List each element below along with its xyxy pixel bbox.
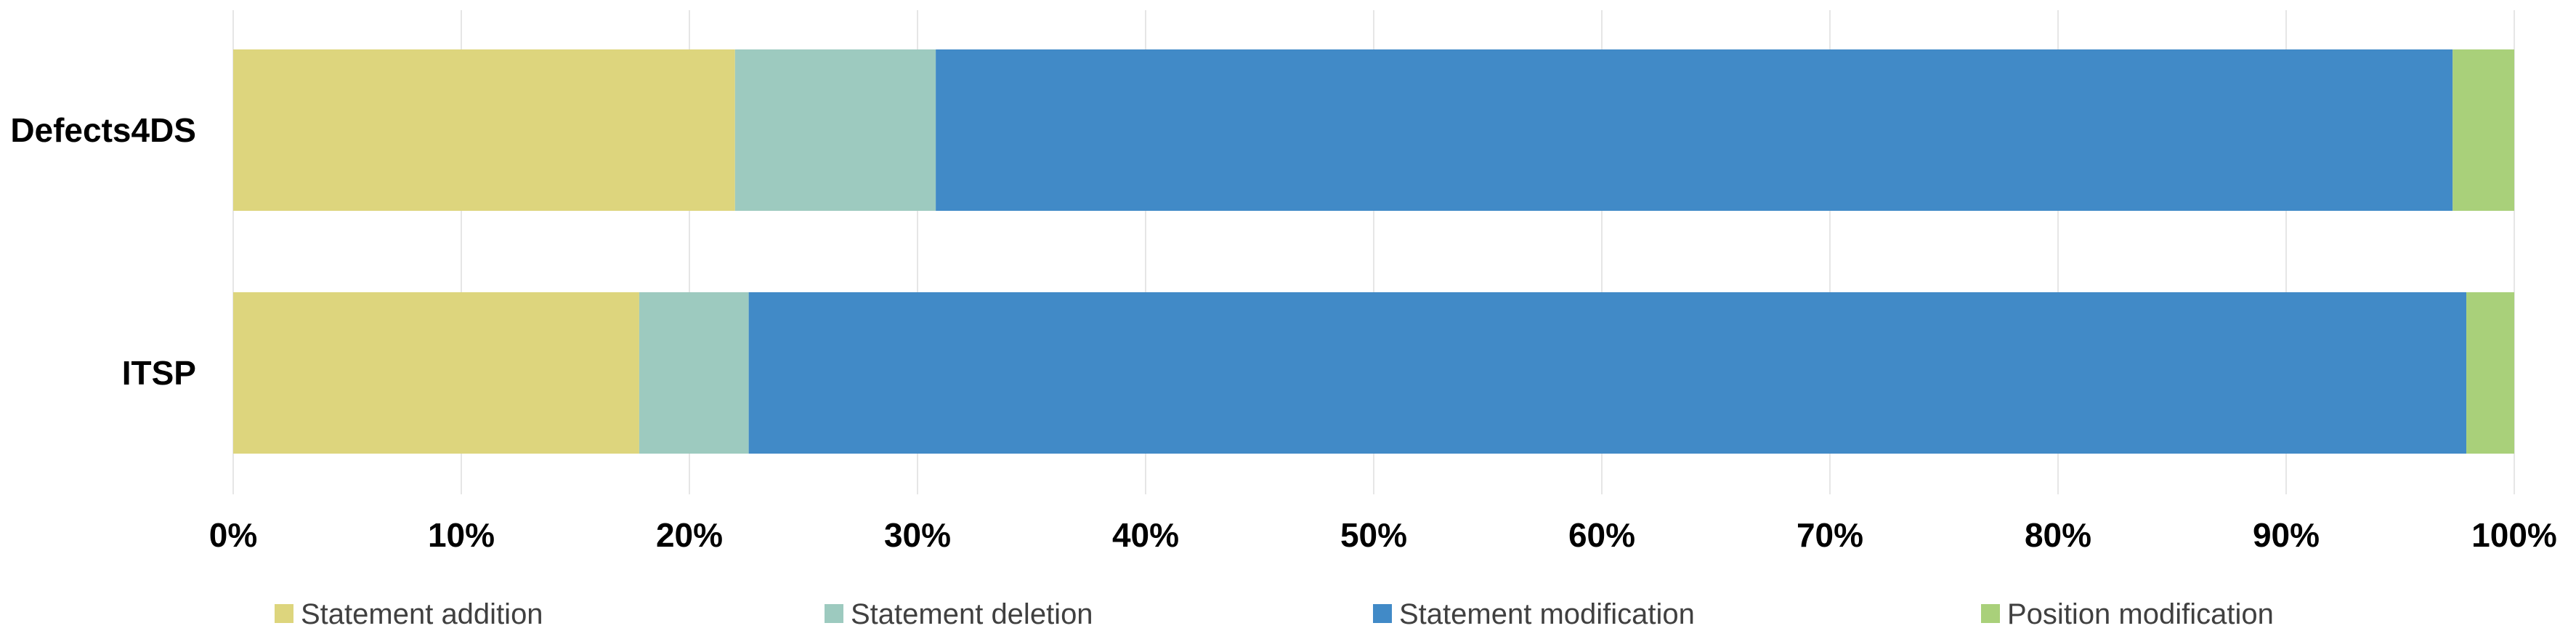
bar-segment-statement-addition bbox=[233, 49, 735, 211]
bars bbox=[233, 49, 2514, 454]
legend-item-statement-addition: Statement addition bbox=[275, 598, 543, 630]
legend-swatch bbox=[275, 604, 293, 623]
bar-segment-statement-addition bbox=[233, 292, 639, 454]
legend-label: Statement addition bbox=[301, 598, 543, 630]
category-labels: Defects4DS ITSP bbox=[10, 111, 196, 392]
x-tick-label: 50% bbox=[1340, 516, 1407, 554]
legend-label: Statement modification bbox=[1399, 598, 1695, 630]
legend-label: Statement deletion bbox=[851, 598, 1093, 630]
legend: Statement addition Statement deletion Stat… bbox=[275, 598, 2274, 630]
x-tick-label: 90% bbox=[2253, 516, 2320, 554]
category-label: ITSP bbox=[122, 354, 196, 392]
category-label: Defects4DS bbox=[10, 111, 196, 149]
bar-segment-statement-modification bbox=[936, 49, 2453, 211]
x-tick-label: 70% bbox=[1797, 516, 1863, 554]
x-tick-label: 30% bbox=[884, 516, 951, 554]
legend-swatch bbox=[825, 604, 843, 623]
bar-segment-statement-deletion bbox=[734, 49, 936, 211]
x-tick-label: 20% bbox=[656, 516, 723, 554]
legend-swatch bbox=[1373, 604, 1392, 623]
x-tick-label: 100% bbox=[2471, 516, 2557, 554]
x-tick-label: 80% bbox=[2025, 516, 2091, 554]
legend-label: Position modification bbox=[2007, 598, 2274, 630]
legend-item-position-modification: Position modification bbox=[1981, 598, 2274, 630]
x-tick-label: 60% bbox=[1568, 516, 1635, 554]
legend-item-statement-modification: Statement modification bbox=[1373, 598, 1695, 630]
x-tick-label: 0% bbox=[209, 516, 257, 554]
bar-segment-statement-deletion bbox=[639, 292, 749, 454]
legend-swatch bbox=[1981, 604, 2000, 623]
bar-segment-statement-modification bbox=[748, 292, 2467, 454]
x-tick-label: 10% bbox=[428, 516, 495, 554]
bar-segment-position-modification bbox=[2453, 49, 2514, 211]
legend-item-statement-deletion: Statement deletion bbox=[825, 598, 1093, 630]
x-axis-ticks: 0% 10% 20% 30% 40% 50% 60% 70% 80% 90% 100% bbox=[209, 516, 2557, 554]
x-tick-label: 40% bbox=[1112, 516, 1179, 554]
bar-segment-position-modification bbox=[2466, 292, 2514, 454]
